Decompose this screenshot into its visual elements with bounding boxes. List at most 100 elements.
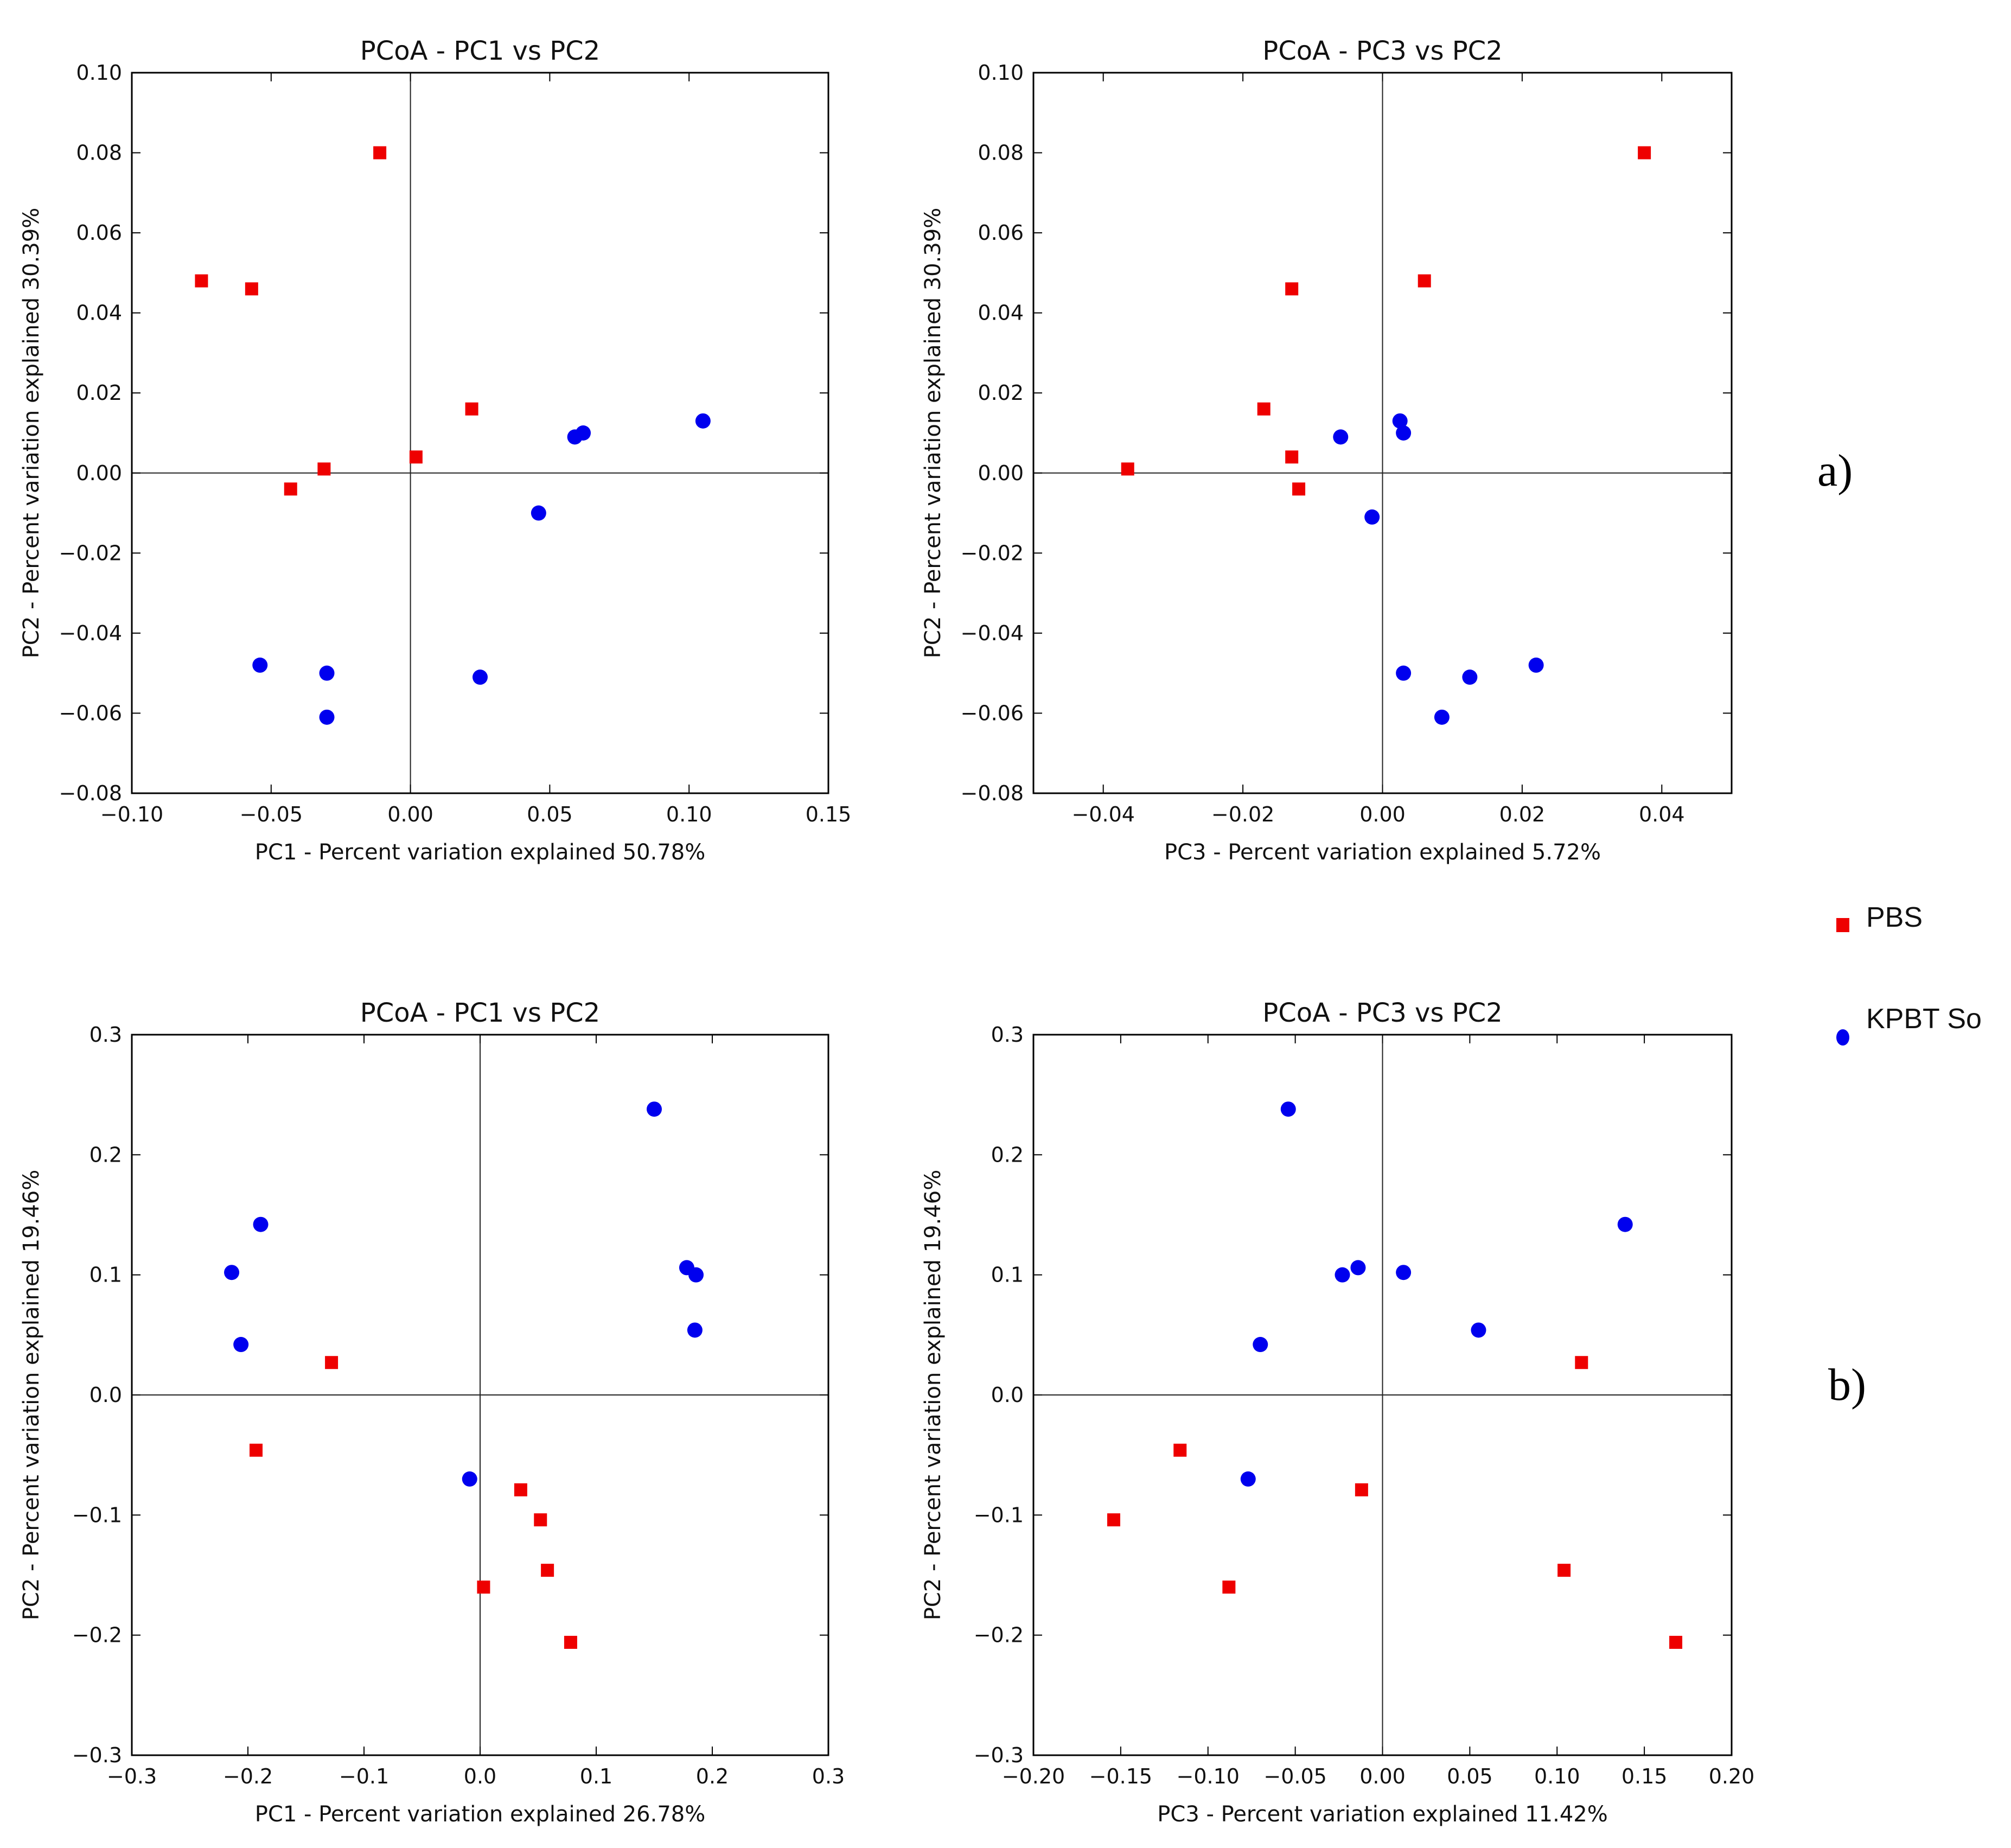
point-pbs (195, 274, 208, 288)
x-tick-label: 0.00 (1359, 802, 1406, 826)
point-pbs (373, 146, 387, 160)
y-axis-label: PC2 - Percent variation explained 19.46% (921, 1170, 946, 1620)
point-pbs (1557, 1564, 1571, 1577)
y-tick-label: 0.04 (978, 301, 1024, 325)
point-pbs (534, 1513, 547, 1527)
y-tick-label: 0.3 (991, 1023, 1024, 1047)
x-tick-label: 0.02 (1499, 802, 1546, 826)
legend-marker-square (1836, 918, 1849, 932)
point-pbs (317, 462, 331, 476)
point-kpbt-so (462, 1471, 477, 1487)
point-kpbt-so (1350, 1260, 1366, 1276)
point-pbs (477, 1581, 490, 1594)
x-tick-label: 0.10 (1534, 1764, 1580, 1788)
point-pbs (1222, 1581, 1236, 1594)
point-pbs (284, 482, 297, 496)
y-tick-label: −0.06 (59, 701, 122, 725)
point-kpbt-so (567, 429, 583, 445)
x-tick-label: 0.05 (1447, 1764, 1493, 1788)
point-kpbt-so (647, 1101, 662, 1117)
point-pbs (1292, 482, 1306, 496)
y-tick-label: 0.08 (978, 141, 1024, 165)
plot-b-pc3-pc2: −0.20 −0.15 −0.10 −0.05 0.00 0.05 0.10 0.15 0.20… (921, 998, 1754, 1827)
y-tick-label: −0.02 (961, 541, 1024, 565)
x-tick-label: −0.10 (100, 802, 163, 826)
y-tick-label: −0.04 (961, 621, 1024, 645)
panel-label-a: a) (1817, 445, 1853, 496)
x-axis-label: PC1 - Percent variation explained 26.78% (255, 1802, 705, 1827)
plot-title: PCoA - PC1 vs PC2 (360, 36, 600, 66)
y-tick-label: 0.2 (90, 1143, 122, 1167)
y-tick-label: −0.04 (59, 621, 122, 645)
plot-title: PCoA - PC3 vs PC2 (1262, 998, 1502, 1028)
point-pbs (409, 450, 423, 464)
y-tick-label: −0.02 (59, 541, 122, 565)
point-pbs (564, 1635, 577, 1649)
x-tick-label: −0.05 (240, 802, 303, 826)
point-kpbt-so (233, 1337, 249, 1353)
point-kpbt-so (252, 657, 268, 673)
point-kpbt-so (1253, 1337, 1268, 1353)
y-tick-label: 0.00 (76, 461, 122, 485)
point-kpbt-so (1396, 425, 1412, 441)
y-tick-label: 0.1 (90, 1263, 122, 1287)
y-tick-label: −0.06 (961, 701, 1024, 725)
point-kpbt-so (253, 1216, 269, 1232)
point-pbs (541, 1564, 554, 1577)
point-pbs (1121, 462, 1134, 476)
point-pbs (1173, 1443, 1187, 1457)
legend-item-kpbt-so: KPBT So (1836, 1003, 1982, 1046)
point-pbs (325, 1356, 339, 1369)
point-pbs (465, 402, 478, 416)
x-tick-label: 0.15 (806, 802, 852, 826)
legend-label-kpbt-so: KPBT So (1866, 1003, 1982, 1035)
x-tick-label: 0.00 (387, 802, 433, 826)
y-tick-label: −0.1 (974, 1503, 1024, 1527)
point-pbs (1107, 1513, 1121, 1527)
x-tick-label: 0.05 (527, 802, 573, 826)
x-tick-label: −0.3 (107, 1764, 157, 1788)
y-tick-label: 0.06 (76, 221, 122, 245)
plot-a-pc1-pc2: −0.10 −0.05 0.00 0.05 0.10 0.15 −0.08 −0.06 −0.0… (19, 36, 851, 865)
legend-label-pbs: PBS (1866, 902, 1923, 933)
point-kpbt-so (1396, 1265, 1412, 1280)
y-tick-label: 0.0 (90, 1383, 122, 1407)
y-tick-label: 0.0 (991, 1383, 1024, 1407)
x-tick-label: −0.2 (223, 1764, 273, 1788)
y-tick-label: 0.06 (978, 221, 1024, 245)
point-kpbt-so (687, 1322, 703, 1338)
x-axis-label: PC3 - Percent variation explained 11.42% (1157, 1802, 1607, 1827)
point-pbs (1575, 1356, 1588, 1369)
y-tick-label: 0.10 (978, 61, 1024, 85)
point-kpbt-so (319, 709, 335, 725)
x-tick-label: 0.04 (1639, 802, 1685, 826)
x-tick-label: −0.10 (1177, 1764, 1240, 1788)
x-tick-label: −0.1 (339, 1764, 389, 1788)
point-kpbt-so (1240, 1471, 1256, 1487)
x-tick-label: 0.10 (666, 802, 712, 826)
point-pbs (1418, 274, 1431, 288)
panel-label-b: b) (1828, 1360, 1866, 1410)
point-kpbt-so (1434, 709, 1450, 725)
x-tick-label: 0.1 (580, 1764, 612, 1788)
y-tick-label: 0.00 (978, 461, 1024, 485)
point-kpbt-so (1280, 1101, 1296, 1117)
point-pbs (1669, 1635, 1683, 1649)
point-kpbt-so (319, 665, 335, 681)
legend-marker-circle (1836, 1029, 1849, 1046)
point-pbs (1257, 402, 1271, 416)
y-tick-label: 0.08 (76, 141, 122, 165)
x-axis-label: PC1 - Percent variation explained 50.78% (255, 840, 705, 865)
y-tick-label: 0.10 (76, 61, 122, 85)
y-axis-label: PC2 - Percent variation explained 30.39% (19, 208, 44, 658)
x-tick-label: 0.2 (696, 1764, 729, 1788)
x-tick-label: −0.05 (1263, 1764, 1326, 1788)
x-axis-label: PC3 - Percent variation explained 5.72% (1164, 840, 1601, 865)
point-pbs (245, 282, 258, 296)
point-kpbt-so (1396, 665, 1412, 681)
point-kpbt-so (1333, 429, 1349, 445)
point-pbs (249, 1443, 263, 1457)
y-tick-label: −0.3 (72, 1743, 122, 1767)
legend: PBS KPBT So (1836, 902, 1982, 1046)
